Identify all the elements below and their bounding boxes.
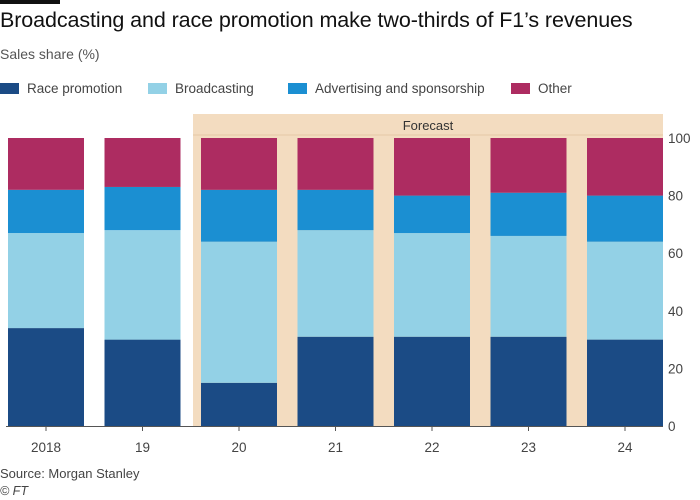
bar-race-promotion-22 xyxy=(394,336,470,426)
x-tick-label-22: 22 xyxy=(424,440,439,455)
bar-other-23 xyxy=(490,138,567,193)
bar-other-19 xyxy=(104,138,181,187)
bar-advertising-21 xyxy=(297,189,374,231)
chart-subtitle: Sales share (%) xyxy=(0,46,100,62)
bar-broadcasting-2018 xyxy=(8,233,84,329)
x-tick-label-20: 20 xyxy=(231,440,246,455)
bar-race-promotion-19 xyxy=(104,339,181,426)
legend: Race promotion Broadcasting Advertising … xyxy=(0,79,572,97)
legend-label-race-promotion: Race promotion xyxy=(27,80,123,96)
bar-other-20 xyxy=(201,138,277,190)
bar-race-promotion-2018 xyxy=(8,328,84,426)
legend-label-broadcasting: Broadcasting xyxy=(175,80,254,96)
bar-other-21 xyxy=(297,138,374,190)
legend-item-advertising: Advertising and sponsorship xyxy=(288,81,511,96)
bar-broadcasting-24 xyxy=(587,241,663,340)
bar-race-promotion-20 xyxy=(201,382,277,426)
bar-broadcasting-20 xyxy=(201,241,277,383)
bar-advertising-19 xyxy=(104,186,181,231)
bar-broadcasting-23 xyxy=(490,235,567,337)
chart-title: Broadcasting and race promotion make two… xyxy=(0,8,633,32)
stacked-bar-chart: Forecast 2018 19 20 21 22 23 24 0 20 40 60 80 100 xyxy=(6,114,691,455)
legend-swatch-race-promotion xyxy=(0,82,19,94)
legend-label-other: Other xyxy=(538,80,572,96)
x-tick-label-2018: 2018 xyxy=(31,440,61,455)
bar-other-2018 xyxy=(8,138,84,190)
source-note: Source: Morgan Stanley xyxy=(0,466,140,481)
x-tick-label-21: 21 xyxy=(328,440,343,455)
bar-race-promotion-21 xyxy=(297,336,374,426)
ft-credit: © FT xyxy=(0,484,28,498)
forecast-label: Forecast xyxy=(403,118,454,133)
legend-item-race-promotion: Race promotion xyxy=(0,81,148,96)
bar-race-promotion-23 xyxy=(490,336,567,426)
bar-race-promotion-24 xyxy=(587,339,663,426)
title-rule xyxy=(0,0,60,4)
bar-advertising-2018 xyxy=(8,189,84,234)
y-tick-label-100: 100 xyxy=(668,131,691,146)
x-tick-label-24: 24 xyxy=(617,440,633,455)
x-tick-label-23: 23 xyxy=(521,440,536,455)
bar-broadcasting-19 xyxy=(104,230,181,340)
y-tick-label-80: 80 xyxy=(668,189,683,204)
bar-broadcasting-22 xyxy=(394,233,470,337)
bar-advertising-20 xyxy=(201,189,277,242)
bar-other-24 xyxy=(587,138,663,196)
x-tick-label-19: 19 xyxy=(135,440,150,455)
legend-swatch-broadcasting xyxy=(148,82,167,94)
legend-item-broadcasting: Broadcasting xyxy=(148,81,288,96)
y-tick-label-60: 60 xyxy=(668,246,683,261)
y-tick-label-0: 0 xyxy=(668,419,676,434)
y-tick-label-20: 20 xyxy=(668,361,683,376)
bar-broadcasting-21 xyxy=(297,230,374,337)
legend-label-advertising: Advertising and sponsorship xyxy=(315,80,485,96)
legend-swatch-other xyxy=(511,82,530,94)
y-tick-label-40: 40 xyxy=(668,304,683,319)
bar-advertising-22 xyxy=(394,195,470,234)
bar-advertising-24 xyxy=(587,195,663,242)
bar-other-22 xyxy=(394,138,470,196)
bar-advertising-23 xyxy=(490,192,567,236)
legend-swatch-advertising xyxy=(288,82,307,94)
legend-item-other: Other xyxy=(511,81,572,96)
